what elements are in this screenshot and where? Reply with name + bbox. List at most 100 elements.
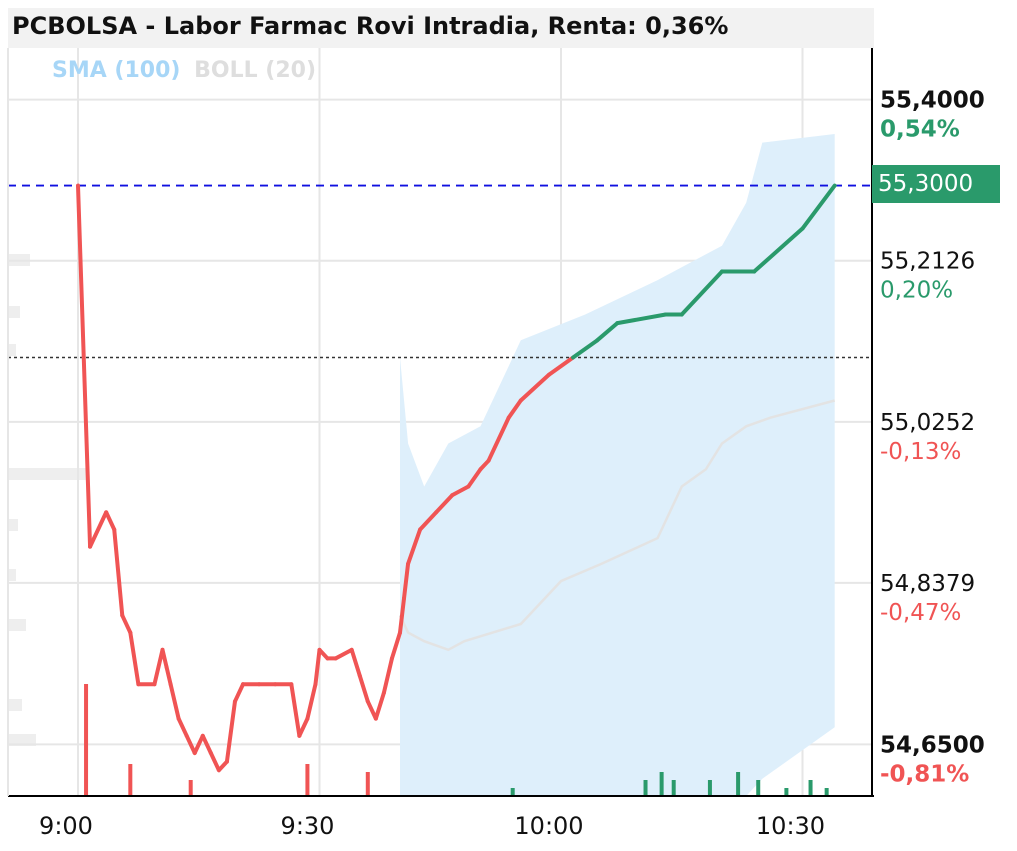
order-book-bar [8, 699, 22, 711]
price-segment [357, 673, 370, 704]
bollinger-band [400, 134, 835, 796]
y-tick-label: 54,8379 [880, 571, 975, 597]
chart-title-bar: PCBOLSA - Labor Farmac Rovi Intradia, Re… [8, 8, 874, 48]
y-tick-percent: 0,20% [880, 278, 953, 304]
y-tick-label: 54,6500 [880, 732, 985, 758]
order-book-bar [8, 519, 18, 531]
price-segment [546, 355, 576, 377]
price-segment [232, 682, 246, 704]
price-segment [104, 510, 117, 532]
volume-bar [756, 780, 761, 796]
price-segment [164, 665, 173, 687]
price-segment [313, 647, 322, 687]
price-segment [224, 699, 237, 764]
legend-boll[interactable]: BOLL (20) [194, 58, 317, 83]
chart-axes [7, 8, 874, 797]
price-segment [506, 398, 523, 420]
price-segment [192, 733, 205, 756]
y-tick-percent: -0,47% [880, 600, 961, 626]
price-segment [418, 510, 439, 532]
price-segment [679, 269, 724, 317]
y-tick-label: 55,0252 [880, 410, 975, 436]
volume-bar [659, 772, 664, 796]
order-book-depth-bars [8, 254, 88, 746]
price-segment [571, 338, 600, 360]
order-book-bar [8, 734, 36, 746]
x-axis-labels: 9:00 9:30 10:00 10:30 [39, 812, 825, 840]
volume-bar [824, 788, 829, 796]
y-tick-percent: -0,81% [880, 761, 969, 787]
price-line [76, 183, 837, 773]
volume-bars [84, 684, 829, 796]
price-segment [406, 527, 423, 566]
price-segment [289, 682, 302, 738]
price-segment [176, 716, 189, 738]
price-segment [800, 183, 837, 231]
volume-bar [736, 772, 741, 796]
price-segment [168, 682, 181, 721]
price-segment [152, 647, 165, 687]
last-price-tag: 55,3000 [872, 165, 1000, 203]
y-tick-label: 55,2126 [880, 249, 975, 275]
price-segment [160, 647, 169, 670]
price-segment [200, 733, 213, 756]
price-segment [595, 321, 620, 343]
volume-bar [671, 780, 676, 796]
price-segment [486, 415, 511, 463]
price-segment [112, 527, 125, 618]
price-segment [297, 716, 310, 738]
price-segment [402, 561, 411, 601]
sma-line [398, 399, 836, 652]
volume-bar [188, 780, 193, 796]
reference-price-line [8, 184, 872, 359]
volume-bar [305, 764, 310, 796]
volume-bar [365, 772, 370, 796]
volume-bar [784, 788, 789, 796]
order-book-bar [8, 619, 26, 631]
y-tick-percent: 0,54% [880, 117, 960, 143]
price-segment [88, 510, 109, 549]
volume-bar [707, 780, 712, 796]
order-book-bar [8, 306, 20, 318]
price-segment [450, 484, 471, 498]
price-segment [434, 493, 455, 515]
volume-bar [510, 788, 515, 796]
price-segment [381, 656, 394, 695]
price-segment [466, 467, 483, 489]
x-tick-label: 9:00 [39, 812, 93, 840]
legend-sma[interactable]: SMA (100) [52, 58, 181, 83]
y-tick-percent: -0,13% [880, 439, 961, 465]
order-book-bar [8, 569, 16, 581]
price-segment [184, 733, 197, 756]
x-tick-label: 10:30 [756, 812, 825, 840]
x-tick-label: 10:00 [514, 812, 583, 840]
volume-bar [643, 780, 648, 796]
price-segment [128, 630, 141, 687]
price-segment [389, 630, 402, 661]
price-segment [208, 751, 221, 773]
order-book-bar [8, 468, 88, 480]
volume-bar [808, 780, 813, 796]
price-segment [365, 699, 378, 721]
price-segment [373, 690, 386, 721]
price-segment [120, 613, 133, 635]
volume-bar [128, 764, 133, 796]
chart-legend: SMA (100) BOLL (20) [52, 58, 316, 83]
x-tick-label: 9:30 [281, 812, 335, 840]
sma-polyline [398, 399, 836, 652]
price-segment [518, 372, 551, 403]
bollinger-band-area [400, 134, 835, 796]
price-segment [333, 647, 354, 661]
price-segment [305, 682, 318, 721]
price-segment [398, 596, 407, 635]
order-book-bar [8, 344, 16, 356]
y-tick-label: 55,4000 [880, 88, 985, 114]
price-segment [615, 312, 668, 326]
price-segment [752, 226, 805, 274]
volume-bar [84, 684, 89, 796]
y-axis-labels: 55,4000 0,54% 55,2126 0,20% 55,0252 -0,13% 54,… [880, 88, 985, 788]
price-segment [76, 183, 93, 549]
price-segment [349, 647, 362, 678]
chart-title: PCBOLSA - Labor Farmac Rovi Intradia, Re… [12, 12, 729, 40]
